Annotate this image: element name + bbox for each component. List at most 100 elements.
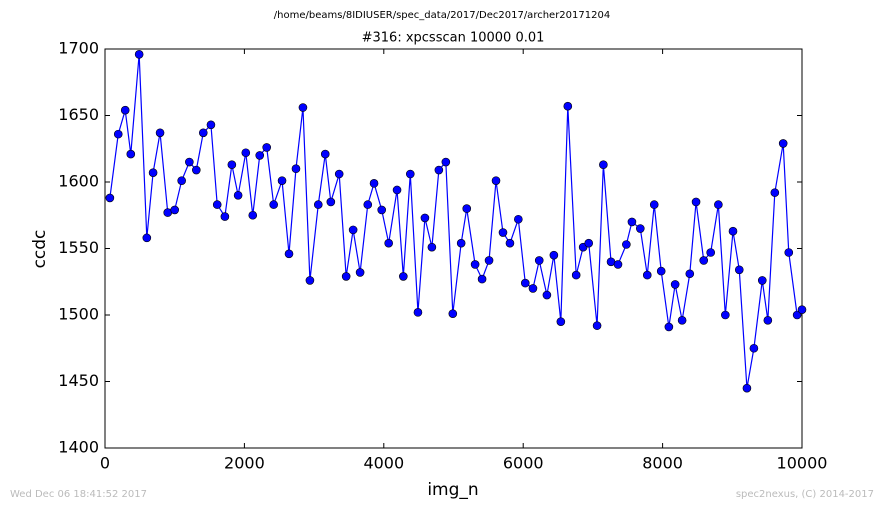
- point: [792, 310, 802, 320]
- point: [233, 191, 243, 200]
- point: [212, 200, 222, 209]
- point: [470, 260, 480, 269]
- x-tick-label: 8000: [642, 454, 683, 473]
- point: [142, 233, 152, 243]
- point: [498, 228, 508, 237]
- point: [277, 176, 287, 185]
- point: [484, 256, 494, 265]
- point: [155, 128, 165, 138]
- point: [556, 317, 566, 326]
- point: [514, 214, 523, 224]
- point: [206, 120, 216, 130]
- x-tick-label: 4000: [363, 454, 404, 473]
- y-tick-label: 1600: [58, 172, 99, 191]
- point: [770, 188, 780, 197]
- y-tick-label: 1550: [58, 238, 99, 257]
- point: [635, 224, 645, 233]
- point: [284, 249, 294, 259]
- point: [420, 213, 430, 223]
- point: [105, 193, 115, 203]
- point: [462, 204, 472, 213]
- x-tick-label: 2000: [224, 454, 265, 473]
- x-tick-label: 10000: [777, 454, 828, 473]
- point: [384, 238, 393, 248]
- point: [392, 185, 402, 195]
- point: [613, 260, 623, 269]
- point: [664, 322, 674, 332]
- point: [571, 270, 581, 280]
- point: [120, 105, 130, 115]
- point: [622, 240, 631, 249]
- x-axis-label: img_n: [427, 480, 478, 500]
- point: [491, 176, 501, 185]
- point: [778, 139, 788, 148]
- point: [255, 151, 265, 160]
- point: [305, 276, 315, 285]
- point: [326, 197, 336, 207]
- point: [456, 238, 466, 248]
- point: [584, 238, 594, 248]
- point: [757, 276, 767, 285]
- point: [656, 266, 666, 276]
- point: [241, 148, 251, 158]
- y-tick-label: 1450: [58, 371, 99, 390]
- point: [348, 225, 358, 235]
- point: [505, 238, 515, 248]
- point: [427, 242, 437, 252]
- point: [520, 278, 530, 288]
- point: [363, 200, 373, 209]
- point: [126, 149, 136, 159]
- point: [677, 316, 687, 325]
- point: [728, 226, 738, 236]
- point: [599, 160, 608, 170]
- point: [627, 217, 637, 227]
- point: [784, 248, 794, 257]
- point: [113, 129, 123, 139]
- point: [170, 205, 179, 215]
- point: [377, 205, 387, 215]
- point: [670, 280, 680, 289]
- point: [405, 169, 415, 179]
- point: [714, 200, 723, 209]
- point: [763, 316, 773, 325]
- point: [721, 310, 730, 320]
- point: [399, 272, 408, 281]
- y-tick-label: 1700: [58, 39, 99, 58]
- point: [534, 256, 544, 265]
- point: [320, 149, 330, 159]
- point: [699, 256, 709, 265]
- point: [134, 50, 144, 59]
- point: [797, 305, 807, 314]
- point: [269, 200, 278, 209]
- point: [298, 103, 308, 112]
- point: [549, 250, 559, 260]
- point: [291, 164, 301, 173]
- point: [177, 176, 186, 185]
- point: [742, 383, 752, 393]
- x-tick-label: 6000: [503, 454, 544, 473]
- chart-title: #316: xpcsscan 10000 0.01: [362, 31, 545, 46]
- point: [649, 200, 659, 209]
- point: [148, 168, 158, 177]
- suptitle: /home/beams/8IDIUSER/spec_data/2017/Dec2…: [274, 10, 610, 21]
- point: [706, 248, 715, 257]
- point: [434, 165, 444, 175]
- point: [642, 270, 652, 280]
- point: [198, 128, 208, 138]
- point: [448, 309, 458, 318]
- point: [192, 165, 201, 175]
- point: [542, 290, 552, 300]
- y-tick-label: 1650: [58, 105, 99, 124]
- point: [477, 274, 487, 284]
- point: [749, 343, 759, 353]
- point: [563, 101, 573, 111]
- series-line: [109, 54, 803, 389]
- point: [262, 143, 272, 152]
- point: [334, 169, 344, 179]
- point: [592, 321, 602, 330]
- point: [227, 160, 237, 170]
- y-tick-label: 1400: [58, 438, 99, 457]
- point: [341, 272, 351, 281]
- point: [528, 284, 538, 293]
